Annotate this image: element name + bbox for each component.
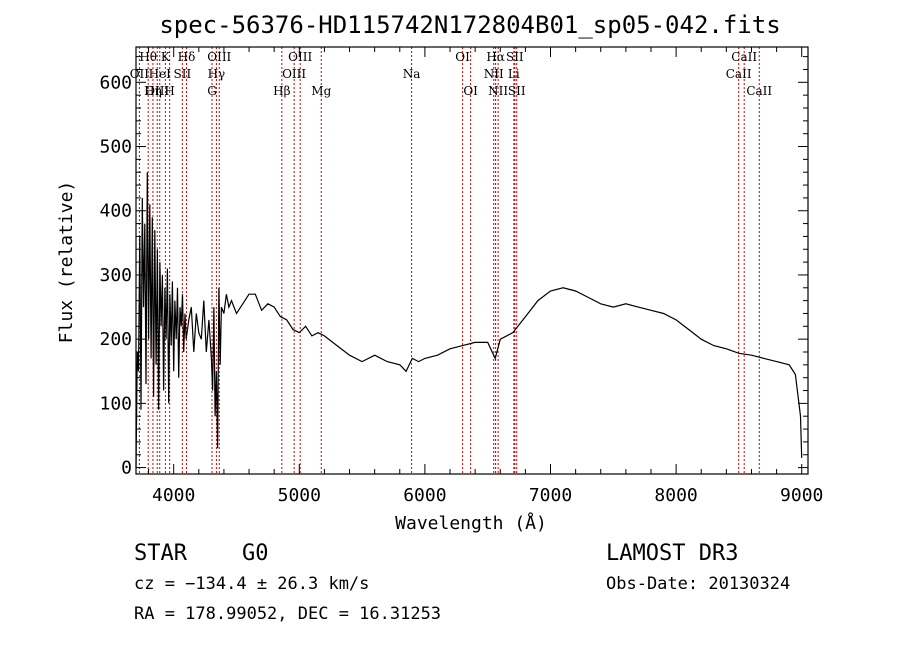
- survey-name: LAMOST DR3: [606, 541, 738, 566]
- obs-date: Obs-Date: 20130324: [606, 574, 790, 594]
- spectral-line-label: G: [207, 84, 217, 98]
- spectral-line-label: OII: [130, 67, 150, 81]
- spectral-line-label: OIII: [288, 50, 312, 64]
- coordinates: RA = 178.99052, DEC = 16.31253: [134, 604, 441, 624]
- spectral-line-label: H: [164, 84, 174, 98]
- spectral-line-label: Hη: [144, 84, 162, 98]
- spectral-line-label: HeI: [149, 67, 172, 81]
- x-tick-label: 8000: [654, 485, 697, 506]
- spectral-line-label: OIII: [207, 50, 231, 64]
- spectral-line-label: SII: [508, 84, 526, 98]
- y-tick-label: 200: [99, 329, 132, 350]
- spectral-line-label: Mg: [311, 84, 331, 98]
- object-class: STAR: [134, 541, 188, 566]
- y-tick-label: 500: [99, 137, 132, 158]
- spectral-line-label: Hα: [486, 50, 505, 64]
- spectral-line-label: OI: [455, 50, 470, 64]
- y-tick-label: 600: [99, 72, 132, 93]
- y-axis-label: Flux (relative): [56, 181, 77, 344]
- spectral-line-label: Na: [403, 67, 421, 81]
- x-tick-label: 4000: [152, 485, 195, 506]
- spectral-line-label: NII: [484, 67, 504, 81]
- spectral-line-label: SII: [173, 67, 191, 81]
- spectral-line-label: CaII: [746, 84, 772, 98]
- spectral-line-label: SII: [506, 50, 524, 64]
- x-tick-label: 6000: [403, 485, 446, 506]
- chart-title: spec-56376-HD115742N172804B01_sp05-042.f…: [159, 11, 780, 39]
- spectral-line-label: Li: [508, 67, 520, 81]
- spectral-line-label: Hδ: [178, 50, 196, 64]
- spectral-line-label: Hγ: [208, 67, 226, 81]
- x-tick-label: 7000: [529, 485, 572, 506]
- spectral-line-label: CaII: [726, 67, 752, 81]
- flux-series-line: [135, 172, 803, 468]
- cz-value: cz = −134.4 ± 26.3 km/s: [134, 574, 369, 594]
- spectral-line-labels: Hθ OII OIII K Hη HeI H SII Hδ OIII Hγ G Hβ OIII OIII Mg…: [130, 50, 773, 98]
- object-subclass: G0: [242, 541, 269, 566]
- spectral-line-label: K: [161, 50, 171, 64]
- spectral-line-label: NII: [488, 84, 508, 98]
- spectral-line-label: Hθ: [139, 50, 157, 64]
- x-tick-label: 5000: [278, 485, 321, 506]
- x-tick-label: 9000: [780, 485, 823, 506]
- spectral-line-label: OI: [463, 84, 478, 98]
- x-axis-label: Wavelength (Å): [395, 512, 547, 534]
- spectral-line-label: OIII: [145, 84, 169, 98]
- spectral-line-label: Hβ: [273, 84, 290, 98]
- y-axis-ticks: 0 100 200 300 400 500 600: [99, 56, 808, 479]
- spectral-line-label: OIII: [282, 67, 306, 81]
- spectral-line-label: CaII: [731, 50, 757, 64]
- y-tick-label: 100: [99, 393, 132, 414]
- spectral-line-markers: [138, 47, 760, 474]
- y-tick-label: 0: [121, 458, 132, 479]
- plot-frame: [135, 46, 809, 475]
- y-tick-label: 300: [99, 265, 132, 286]
- y-tick-label: 400: [99, 201, 132, 222]
- x-axis-ticks: 4000 5000 6000 7000 8000 9000: [148, 47, 823, 506]
